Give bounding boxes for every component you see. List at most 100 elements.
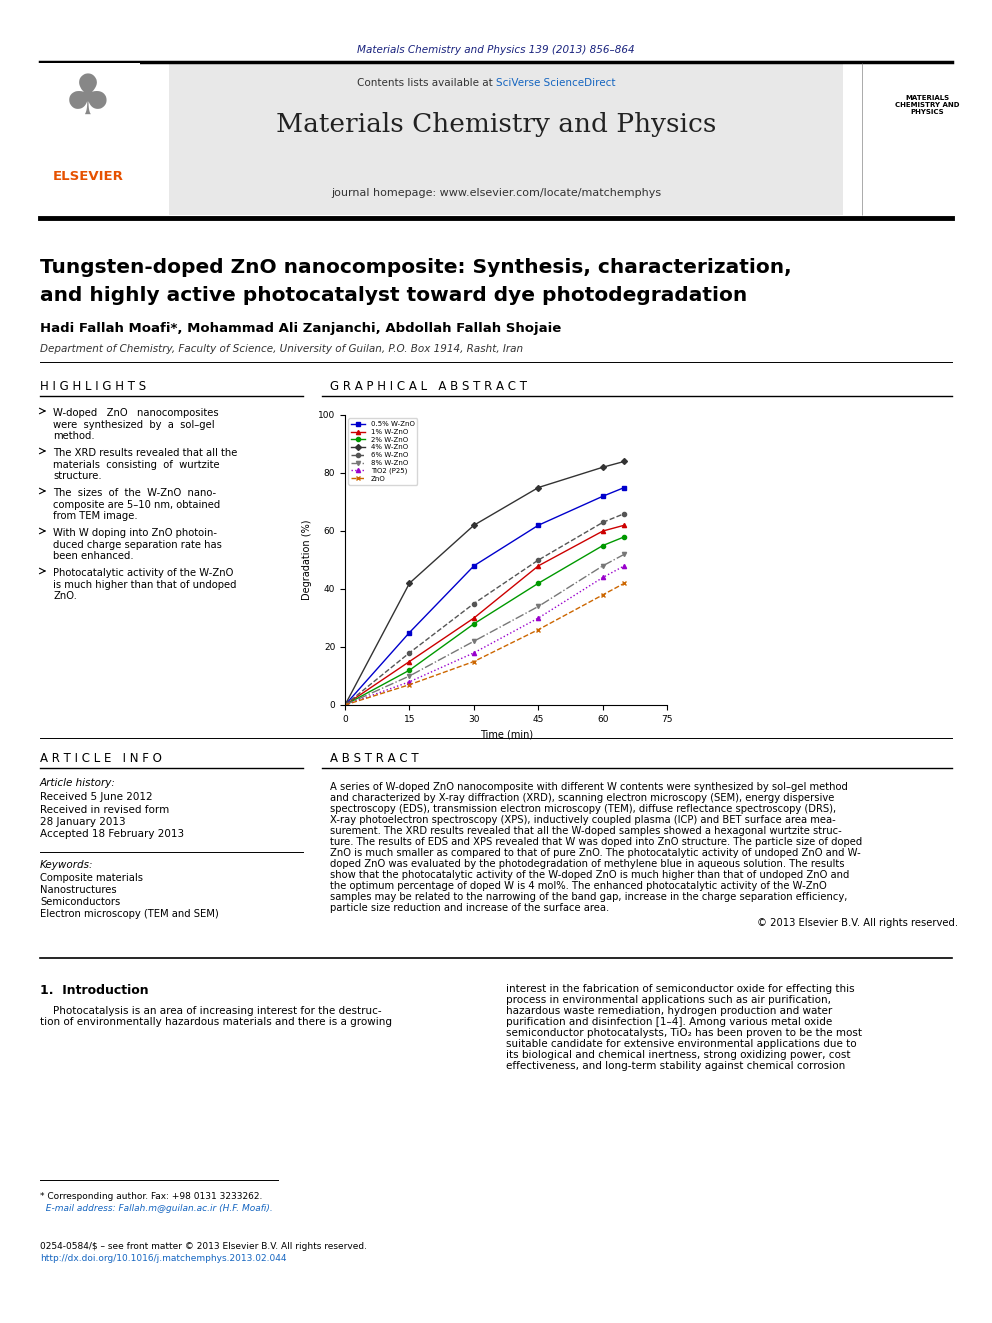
2% W-ZnO: [339, 697, 351, 713]
Text: The XRD results revealed that all the
materials  consisting  of  wurtzite
struct: The XRD results revealed that all the ma…: [53, 448, 237, 482]
1% W-ZnO: [468, 610, 480, 626]
8% W-ZnO: [533, 598, 545, 614]
Text: Received 5 June 2012: Received 5 June 2012: [40, 792, 153, 802]
8% W-ZnO: [618, 546, 630, 562]
8% W-ZnO: [468, 634, 480, 650]
Text: SciVerse ScienceDirect: SciVerse ScienceDirect: [496, 78, 615, 89]
1% W-ZnO: [533, 558, 545, 574]
TiO2 (P25): [533, 610, 545, 626]
6% W-ZnO: [404, 644, 416, 660]
Text: spectroscopy (EDS), transmission electron microscopy (TEM), diffuse reflectance : spectroscopy (EDS), transmission electro…: [330, 804, 836, 814]
Text: ♣: ♣: [63, 71, 113, 126]
Text: ture. The results of EDS and XPS revealed that W was doped into ZnO structure. T: ture. The results of EDS and XPS reveale…: [330, 837, 862, 847]
2% W-ZnO: [404, 663, 416, 679]
Text: Materials Chemistry and Physics: Materials Chemistry and Physics: [276, 112, 716, 138]
8% W-ZnO: [404, 668, 416, 684]
2% W-ZnO: [597, 537, 609, 553]
TiO2 (P25): [618, 558, 630, 574]
Text: Nanostructures: Nanostructures: [40, 885, 117, 894]
1% W-ZnO: [339, 697, 351, 713]
2% W-ZnO: [618, 529, 630, 545]
Line: 0.5% W-ZnO: 0.5% W-ZnO: [343, 486, 627, 706]
Line: 2% W-ZnO: 2% W-ZnO: [343, 534, 627, 706]
Text: Keywords:: Keywords:: [40, 860, 93, 871]
0.5% W-ZnO: [468, 558, 480, 574]
8% W-ZnO: [597, 558, 609, 574]
Text: W-doped   ZnO   nanocomposites
were  synthesized  by  a  sol–gel
method.: W-doped ZnO nanocomposites were synthesi…: [53, 407, 218, 441]
Text: Contents lists available at: Contents lists available at: [357, 78, 496, 89]
Y-axis label: Degradation (%): Degradation (%): [303, 520, 312, 601]
TiO2 (P25): [404, 673, 416, 689]
Text: Photocatalysis is an area of increasing interest for the destruc-: Photocatalysis is an area of increasing …: [40, 1005, 382, 1016]
ZnO: [468, 654, 480, 669]
Text: samples may be related to the narrowing of the band gap, increase in the charge : samples may be related to the narrowing …: [330, 892, 847, 902]
1% W-ZnO: [404, 654, 416, 669]
4% W-ZnO: [533, 479, 545, 495]
Bar: [37, 64, 140, 216]
Text: 1.  Introduction: 1. Introduction: [40, 984, 149, 998]
Text: H I G H L I G H T S: H I G H L I G H T S: [40, 380, 146, 393]
TiO2 (P25): [597, 569, 609, 585]
Text: semiconductor photocatalysts, TiO₂ has been proven to be the most: semiconductor photocatalysts, TiO₂ has b…: [506, 1028, 862, 1039]
Text: The  sizes  of  the  W-ZnO  nano-
composite are 5–10 nm, obtained
from TEM image: The sizes of the W-ZnO nano- composite a…: [53, 488, 220, 521]
Legend: 0.5% W-ZnO, 1% W-ZnO, 2% W-ZnO, 4% W-ZnO, 6% W-ZnO, 8% W-ZnO, TiO2 (P25), ZnO: 0.5% W-ZnO, 1% W-ZnO, 2% W-ZnO, 4% W-ZnO…: [348, 418, 418, 484]
Text: purification and disinfection [1–4]. Among various metal oxide: purification and disinfection [1–4]. Amo…: [506, 1017, 832, 1027]
Text: Hadi Fallah Moafi*, Mohammad Ali Zanjanchi, Abdollah Fallah Shojaie: Hadi Fallah Moafi*, Mohammad Ali Zanjanc…: [40, 321, 561, 335]
Text: * Corresponding author. Fax: +98 0131 3233262.: * Corresponding author. Fax: +98 0131 32…: [40, 1192, 262, 1201]
Text: particle size reduction and increase of the surface area.: particle size reduction and increase of …: [330, 904, 609, 913]
Text: journal homepage: www.elsevier.com/locate/matchemphys: journal homepage: www.elsevier.com/locat…: [331, 188, 661, 198]
4% W-ZnO: [468, 517, 480, 533]
X-axis label: Time (min): Time (min): [480, 729, 533, 740]
Text: the optimum percentage of doped W is 4 mol%. The enhanced photocatalytic activit: the optimum percentage of doped W is 4 m…: [330, 881, 826, 890]
Line: 1% W-ZnO: 1% W-ZnO: [343, 523, 627, 706]
Text: Received in revised form: Received in revised form: [40, 804, 170, 815]
TiO2 (P25): [468, 644, 480, 660]
Text: A series of W-doped ZnO nanocomposite with different W contents were synthesized: A series of W-doped ZnO nanocomposite wi…: [330, 782, 848, 792]
Text: its biological and chemical inertness, strong oxidizing power, cost: its biological and chemical inertness, s…: [506, 1050, 850, 1060]
Text: Photocatalytic activity of the W-ZnO
is much higher than that of undoped
ZnO.: Photocatalytic activity of the W-ZnO is …: [53, 568, 236, 601]
0.5% W-ZnO: [404, 624, 416, 640]
4% W-ZnO: [339, 697, 351, 713]
Text: Materials Chemistry and Physics 139 (2013) 856–864: Materials Chemistry and Physics 139 (201…: [357, 45, 635, 56]
Text: Department of Chemistry, Faculty of Science, University of Guilan, P.O. Box 1914: Department of Chemistry, Faculty of Scie…: [40, 344, 523, 355]
Text: http://dx.doi.org/10.1016/j.matchemphys.2013.02.044: http://dx.doi.org/10.1016/j.matchemphys.…: [40, 1254, 287, 1263]
2% W-ZnO: [533, 576, 545, 591]
Text: With W doping into ZnO photoin-
duced charge separation rate has
been enhanced.: With W doping into ZnO photoin- duced ch…: [53, 528, 222, 561]
Text: Electron microscopy (TEM and SEM): Electron microscopy (TEM and SEM): [40, 909, 219, 919]
Text: Composite materials: Composite materials: [40, 873, 143, 882]
Text: doped ZnO was evaluated by the photodegradation of methylene blue in aqueous sol: doped ZnO was evaluated by the photodegr…: [330, 859, 844, 869]
Line: TiO2 (P25): TiO2 (P25): [343, 564, 627, 706]
Text: hazardous waste remediation, hydrogen production and water: hazardous waste remediation, hydrogen pr…: [506, 1005, 832, 1016]
Text: Article history:: Article history:: [40, 778, 116, 789]
Text: A R T I C L E   I N F O: A R T I C L E I N F O: [40, 751, 162, 765]
Text: ZnO is much smaller as compared to that of pure ZnO. The photocatalytic activity: ZnO is much smaller as compared to that …: [330, 848, 861, 859]
Text: ELSEVIER: ELSEVIER: [53, 169, 123, 183]
1% W-ZnO: [597, 523, 609, 538]
6% W-ZnO: [339, 697, 351, 713]
0.5% W-ZnO: [597, 488, 609, 504]
Text: G R A P H I C A L   A B S T R A C T: G R A P H I C A L A B S T R A C T: [330, 380, 527, 393]
4% W-ZnO: [618, 454, 630, 470]
Text: show that the photocatalytic activity of the W-doped ZnO is much higher than tha: show that the photocatalytic activity of…: [330, 871, 849, 880]
4% W-ZnO: [597, 459, 609, 475]
Text: © 2013 Elsevier B.V. All rights reserved.: © 2013 Elsevier B.V. All rights reserved…: [757, 918, 958, 927]
Text: A B S T R A C T: A B S T R A C T: [330, 751, 419, 765]
2% W-ZnO: [468, 617, 480, 632]
Text: Accepted 18 February 2013: Accepted 18 February 2013: [40, 830, 185, 839]
Text: surement. The XRD results revealed that all the W-doped samples showed a hexagon: surement. The XRD results revealed that …: [330, 826, 842, 836]
Line: 8% W-ZnO: 8% W-ZnO: [343, 552, 627, 706]
Line: 4% W-ZnO: 4% W-ZnO: [343, 459, 627, 706]
Text: and characterized by X-ray diffraction (XRD), scanning electron microscopy (SEM): and characterized by X-ray diffraction (…: [330, 792, 834, 803]
Line: ZnO: ZnO: [343, 581, 627, 706]
Text: interest in the fabrication of semiconductor oxide for effecting this: interest in the fabrication of semicondu…: [506, 984, 855, 994]
Text: Tungsten-doped ZnO nanocomposite: Synthesis, characterization,: Tungsten-doped ZnO nanocomposite: Synthe…: [40, 258, 792, 277]
ZnO: [404, 677, 416, 693]
Text: and highly active photocatalyst toward dye photodegradation: and highly active photocatalyst toward d…: [40, 286, 747, 306]
ZnO: [597, 587, 609, 603]
Text: tion of environmentally hazardous materials and there is a growing: tion of environmentally hazardous materi…: [40, 1017, 392, 1027]
Text: E-mail address: Fallah.m@guilan.ac.ir (H.F. Moafi).: E-mail address: Fallah.m@guilan.ac.ir (H…: [40, 1204, 273, 1213]
6% W-ZnO: [618, 505, 630, 521]
Text: 0254-0584/$ – see front matter © 2013 Elsevier B.V. All rights reserved.: 0254-0584/$ – see front matter © 2013 El…: [40, 1242, 367, 1252]
ZnO: [618, 576, 630, 591]
0.5% W-ZnO: [618, 479, 630, 495]
